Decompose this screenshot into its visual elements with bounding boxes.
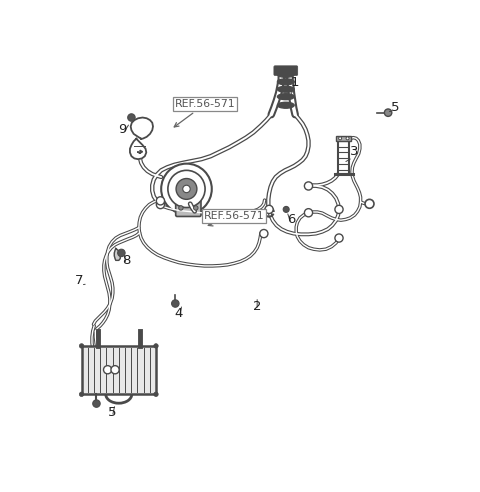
Circle shape xyxy=(154,344,158,348)
Circle shape xyxy=(104,366,112,374)
Circle shape xyxy=(154,392,158,397)
Circle shape xyxy=(384,109,392,117)
Text: 4: 4 xyxy=(175,307,183,320)
Polygon shape xyxy=(114,248,120,260)
Bar xyxy=(336,136,351,141)
Circle shape xyxy=(346,137,349,140)
Text: 7: 7 xyxy=(75,274,84,286)
Circle shape xyxy=(156,200,165,209)
Circle shape xyxy=(156,197,165,205)
Circle shape xyxy=(172,300,179,307)
Circle shape xyxy=(265,205,273,214)
Circle shape xyxy=(79,344,84,348)
Ellipse shape xyxy=(277,79,294,85)
Text: 3: 3 xyxy=(349,145,358,158)
Circle shape xyxy=(283,207,289,213)
FancyBboxPatch shape xyxy=(274,66,298,75)
Circle shape xyxy=(338,137,342,140)
Bar xyxy=(338,141,349,174)
Text: 6: 6 xyxy=(287,213,296,226)
FancyBboxPatch shape xyxy=(176,199,201,216)
Circle shape xyxy=(365,199,374,208)
Polygon shape xyxy=(137,150,143,153)
Circle shape xyxy=(161,164,212,214)
Ellipse shape xyxy=(277,102,294,108)
Ellipse shape xyxy=(277,86,294,92)
Circle shape xyxy=(304,182,312,190)
Circle shape xyxy=(304,209,312,217)
Circle shape xyxy=(176,179,197,199)
Text: 5: 5 xyxy=(108,406,116,419)
Text: REF.56-571: REF.56-571 xyxy=(174,99,235,127)
Polygon shape xyxy=(131,118,153,139)
Circle shape xyxy=(111,366,119,374)
Circle shape xyxy=(118,249,125,257)
Circle shape xyxy=(93,400,100,407)
Ellipse shape xyxy=(277,71,294,77)
Text: 9: 9 xyxy=(118,123,127,136)
Circle shape xyxy=(260,229,268,238)
Circle shape xyxy=(335,234,343,242)
Text: 2: 2 xyxy=(253,300,262,312)
Circle shape xyxy=(179,206,183,210)
Circle shape xyxy=(128,114,135,121)
Polygon shape xyxy=(130,139,146,159)
Ellipse shape xyxy=(277,93,294,100)
Text: 8: 8 xyxy=(122,254,131,267)
Circle shape xyxy=(335,205,343,214)
Circle shape xyxy=(79,392,84,397)
Text: 5: 5 xyxy=(391,100,399,114)
Text: REF.56-571: REF.56-571 xyxy=(204,211,264,226)
Text: 1: 1 xyxy=(290,76,299,90)
Circle shape xyxy=(168,170,205,208)
Circle shape xyxy=(183,185,190,193)
Circle shape xyxy=(193,206,198,210)
Bar xyxy=(82,346,156,394)
